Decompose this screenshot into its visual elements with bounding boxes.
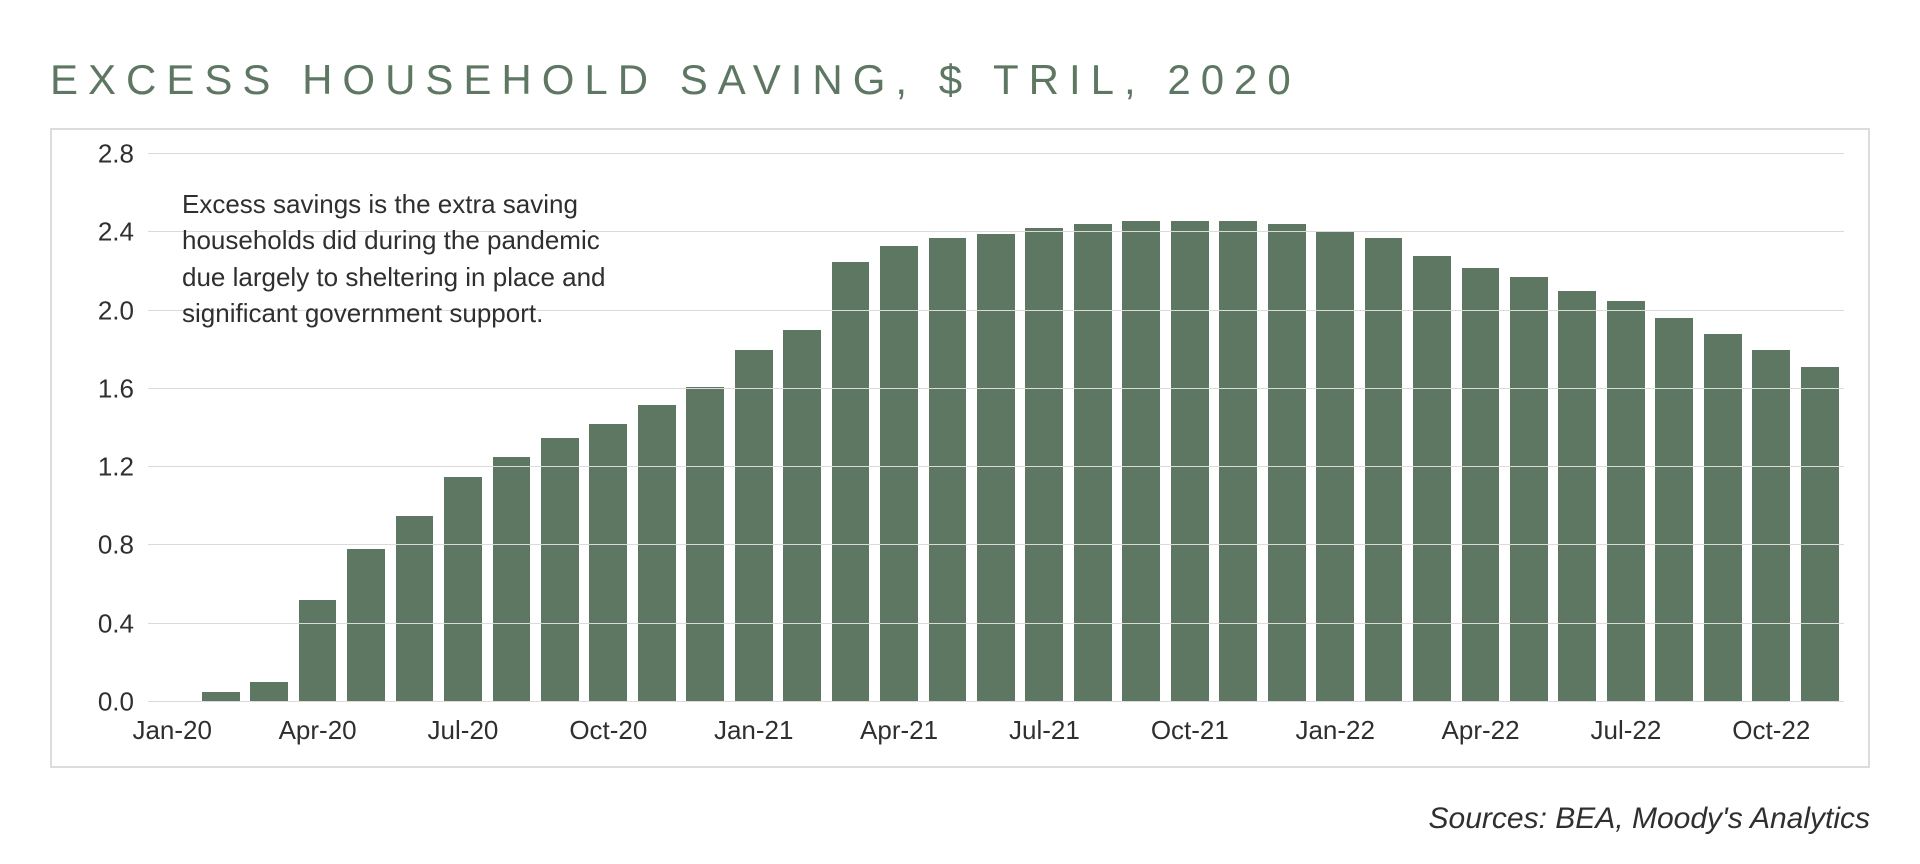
bar-slot (923, 154, 971, 702)
bar-slot (778, 154, 826, 702)
bar (1074, 224, 1112, 702)
bar-slot (1699, 154, 1747, 702)
bar (1171, 221, 1209, 702)
x-tick-label: Jul-22 (1591, 715, 1662, 746)
x-tick-label: Oct-21 (1151, 715, 1229, 746)
bar-slot (826, 154, 874, 702)
y-tick-label: 2.0 (98, 295, 148, 326)
bar (541, 438, 579, 702)
grid-line (148, 466, 1844, 467)
bar (929, 238, 967, 702)
y-tick-label: 0.4 (98, 608, 148, 639)
y-tick-label: 0.0 (98, 687, 148, 718)
bar (880, 246, 918, 702)
chart-container: 0.0 0.4 0.8 1.2 1.6 2.0 2.4 2.8 Jan-20 Apr-20 Jul… (50, 128, 1870, 768)
bar-slot (1262, 154, 1310, 702)
bar-slot (1020, 154, 1068, 702)
bar-slot (972, 154, 1020, 702)
x-tick-label: Apr-22 (1442, 715, 1520, 746)
bar (1413, 256, 1451, 702)
grid-line (148, 623, 1844, 624)
bar-slot (1650, 154, 1698, 702)
bar-slot (681, 154, 729, 702)
bar (1704, 334, 1742, 702)
y-tick-label: 2.8 (98, 139, 148, 170)
bar-slot (1505, 154, 1553, 702)
bar (1462, 268, 1500, 702)
page-root: EXCESS HOUSEHOLD SAVING, $ TRIL, 2020 0.… (0, 0, 1920, 864)
bar-slot (1069, 154, 1117, 702)
x-tick-label: Oct-22 (1732, 715, 1810, 746)
y-tick-label: 1.2 (98, 452, 148, 483)
x-tick-label: Apr-20 (279, 715, 357, 746)
chart-annotation: Excess savings is the extra saving house… (182, 186, 642, 332)
grid-line (148, 153, 1844, 154)
x-tick-label: Oct-20 (569, 715, 647, 746)
chart-title: EXCESS HOUSEHOLD SAVING, $ TRIL, 2020 (50, 56, 1870, 104)
x-tick-label: Jul-20 (428, 715, 499, 746)
grid-line (148, 701, 1844, 702)
bar (783, 330, 821, 702)
bar (444, 477, 482, 702)
bar (1801, 367, 1839, 702)
y-tick-label: 0.8 (98, 530, 148, 561)
bar (1122, 221, 1160, 702)
bar (1268, 224, 1306, 702)
bar (347, 549, 385, 702)
bar (299, 600, 337, 702)
bar-slot (1311, 154, 1359, 702)
bar (832, 262, 870, 702)
x-tick-label: Jan-22 (1295, 715, 1375, 746)
bar (1607, 301, 1645, 702)
bar-slot (729, 154, 777, 702)
x-tick-label: Apr-21 (860, 715, 938, 746)
bar (977, 234, 1015, 702)
bar-slot (1795, 154, 1843, 702)
bar (493, 457, 531, 702)
sources-label: Sources: BEA, Moody's Analytics (1429, 802, 1870, 836)
bar-slot (1117, 154, 1165, 702)
bar (638, 405, 676, 702)
bar (1752, 350, 1790, 702)
bar (1365, 238, 1403, 702)
bar (1510, 277, 1548, 702)
grid-line (148, 388, 1844, 389)
y-tick-label: 2.4 (98, 217, 148, 248)
bar (250, 682, 288, 702)
bar-slot (1553, 154, 1601, 702)
bar (1655, 318, 1693, 702)
bar-slot (1456, 154, 1504, 702)
grid-line (148, 544, 1844, 545)
bar (1219, 221, 1257, 702)
bar-slot (1408, 154, 1456, 702)
bar (1558, 291, 1596, 702)
bar-slot (1359, 154, 1407, 702)
bar (735, 350, 773, 702)
bar-slot (1747, 154, 1795, 702)
x-axis: Jan-20Apr-20Jul-20Oct-20Jan-21Apr-21Jul-… (148, 706, 1844, 758)
x-tick-label: Jul-21 (1009, 715, 1080, 746)
x-tick-label: Jan-20 (132, 715, 212, 746)
y-tick-label: 1.6 (98, 373, 148, 404)
bar-slot (1602, 154, 1650, 702)
bar-slot (875, 154, 923, 702)
bar-slot (1166, 154, 1214, 702)
x-tick-label: Jan-21 (714, 715, 794, 746)
bar-slot (1214, 154, 1262, 702)
